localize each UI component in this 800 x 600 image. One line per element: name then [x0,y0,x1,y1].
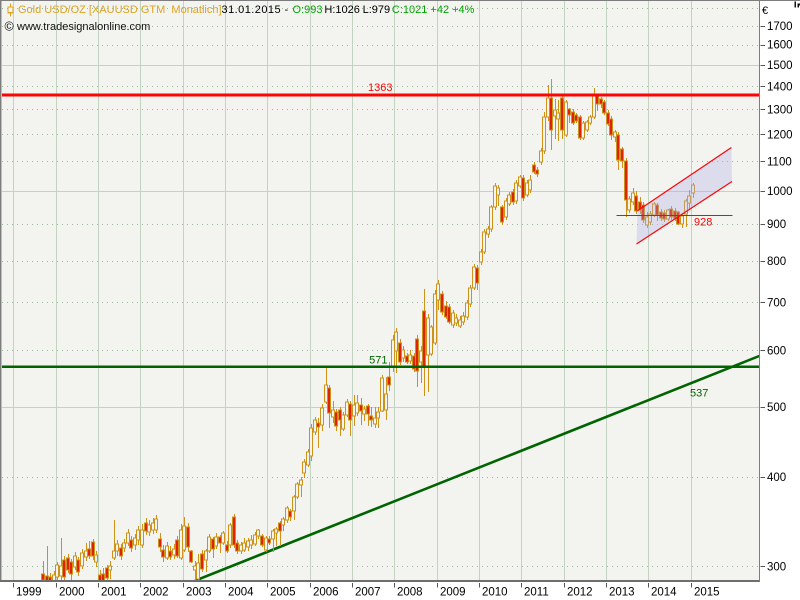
svg-text:2002: 2002 [143,587,169,599]
svg-text:1600: 1600 [767,40,793,52]
svg-text:600: 600 [767,345,786,357]
svg-text:1363: 1363 [368,82,392,94]
svg-text:1100: 1100 [767,157,792,169]
svg-text:400: 400 [767,472,786,484]
svg-text:©: © [5,20,15,34]
svg-text:2012: 2012 [567,587,593,599]
svg-text:2008: 2008 [397,587,423,599]
svg-text:C:1021 +42 +4%: C:1021 +42 +4% [392,4,475,16]
svg-text:€: € [762,5,768,17]
svg-text:700: 700 [767,297,786,309]
svg-text:H:1026: H:1026 [324,4,359,16]
svg-text:Gold USD/OZ [XAUUSD GTM Monat: Gold USD/OZ [XAUUSD GTM Monatlich] [18,4,222,16]
svg-text:800: 800 [767,256,786,268]
svg-text:www.tradesignalonline.com: www.tradesignalonline.com [16,21,150,33]
svg-text:2009: 2009 [440,587,466,599]
svg-text:L:979: L:979 [363,4,391,16]
svg-text:500: 500 [767,402,786,414]
svg-text:2005: 2005 [270,587,296,599]
svg-text:2015: 2015 [694,587,720,599]
svg-text:1700: 1700 [767,21,793,33]
svg-text:1400: 1400 [767,81,793,93]
svg-text:2013: 2013 [609,587,635,599]
svg-text:2000: 2000 [59,587,85,599]
svg-text:2014: 2014 [651,587,677,599]
svg-text:2004: 2004 [228,587,254,599]
svg-text:1000: 1000 [767,186,793,198]
svg-text:300: 300 [767,562,786,574]
svg-text:31.01.2015 -: 31.01.2015 - [222,4,289,16]
svg-text:2006: 2006 [313,587,339,599]
svg-text:1300: 1300 [767,104,793,116]
svg-text:900: 900 [767,219,786,231]
svg-text:1500: 1500 [767,60,793,72]
svg-text:2010: 2010 [482,587,508,599]
svg-text:2003: 2003 [186,587,212,599]
svg-text:928: 928 [694,217,712,229]
svg-text:O:993: O:993 [293,4,323,16]
svg-text:1999: 1999 [16,587,42,599]
svg-text:571: 571 [369,355,387,367]
svg-text:1200: 1200 [767,129,793,141]
svg-text:2001: 2001 [101,587,127,599]
svg-text:537: 537 [690,388,708,400]
svg-text:2011: 2011 [524,587,549,599]
svg-text:2007: 2007 [355,587,381,599]
